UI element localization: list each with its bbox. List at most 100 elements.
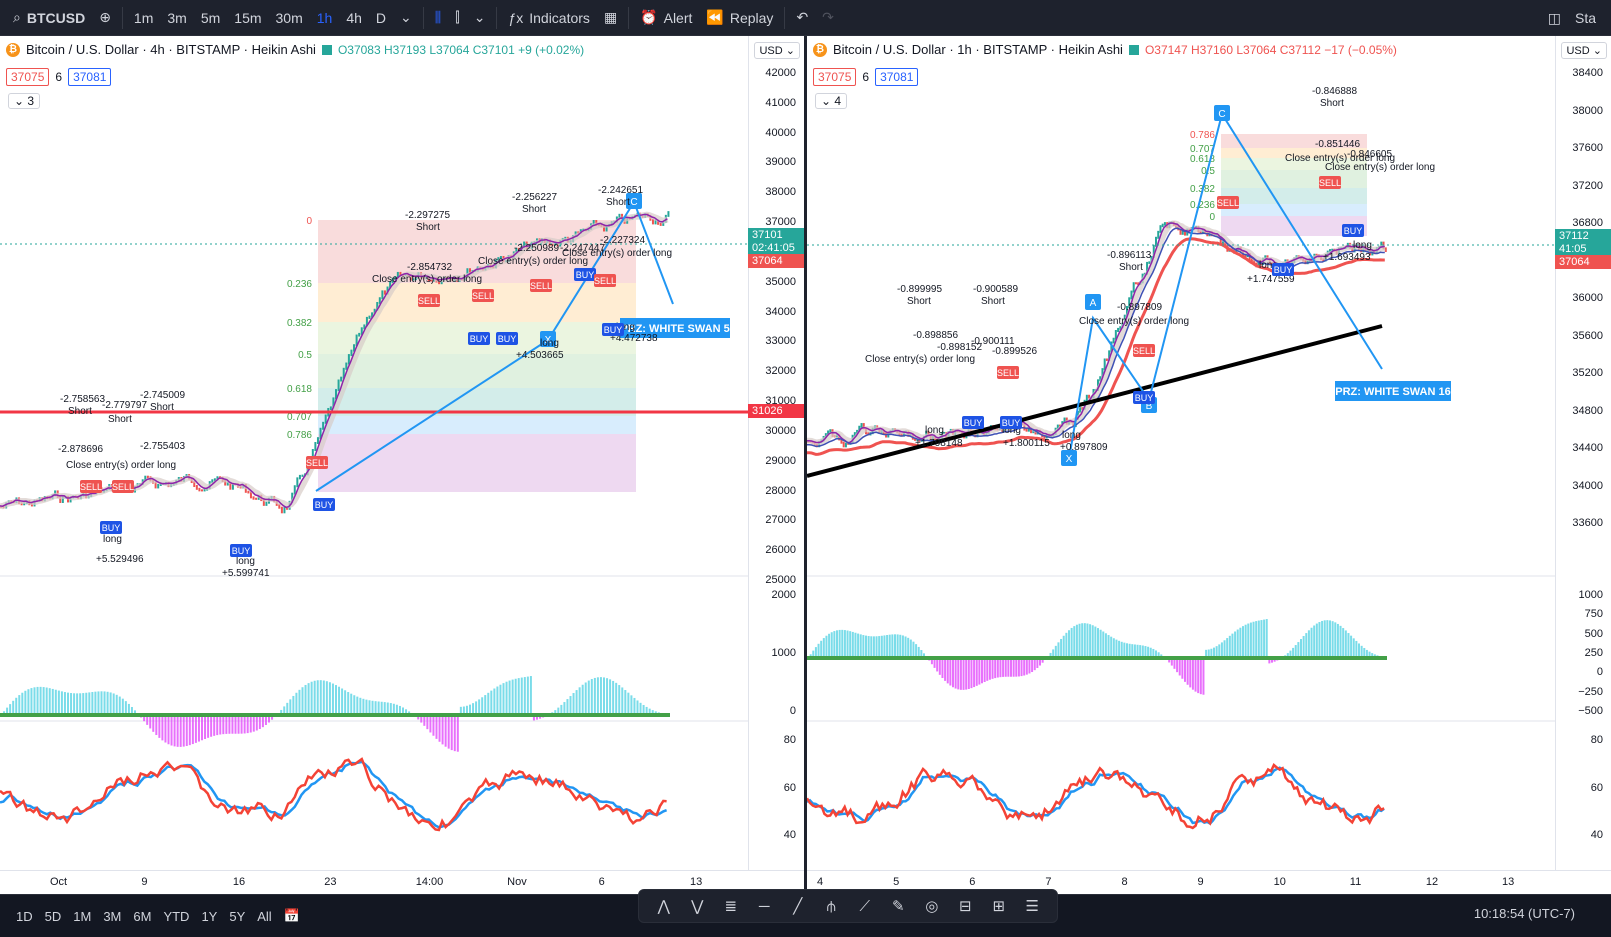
interval-5m[interactable]: 5m [200, 9, 221, 26]
price-tick: 37600 [1572, 142, 1603, 154]
interval-4h[interactable]: 4h [346, 9, 362, 26]
macd-bar [888, 634, 891, 658]
chart-style-button[interactable]: ⫿ [448, 4, 466, 32]
sell-price-box[interactable]: 37075 [813, 68, 857, 86]
measure-icon[interactable]: ⊟ [958, 898, 972, 915]
undo-button[interactable]: ↶ [789, 4, 815, 32]
range-6m[interactable]: 6M [133, 908, 152, 924]
alert-button[interactable]: ⏰ Alert [633, 4, 699, 32]
buy-price-box[interactable]: 37081 [875, 68, 919, 86]
candle [324, 414, 327, 424]
clock[interactable]: 10:18:54 (UTC-7) [1473, 906, 1575, 921]
range-3m[interactable]: 3M [103, 908, 122, 924]
fib-retracement-icon[interactable]: ≣ [724, 898, 738, 915]
ray-icon[interactable]: ⟋ [859, 897, 870, 915]
interval-3m[interactable]: 3m [167, 9, 187, 26]
price-tick: 34000 [765, 305, 796, 318]
pitchfork-icon[interactable]: ⫛ [826, 897, 836, 915]
currency-selector-left[interactable]: USD ⌄ [754, 42, 800, 59]
templates-button[interactable]: ▦ [597, 4, 624, 32]
gann-icon[interactable]: ◎ [925, 898, 939, 915]
macd-bar [1342, 628, 1345, 658]
candle [224, 480, 227, 486]
save-button[interactable]: Sta [1568, 4, 1603, 32]
layout-button[interactable]: ◫ [1541, 4, 1568, 32]
buy-marker [468, 332, 490, 345]
indicators-button[interactable]: ƒx Indicators [501, 4, 597, 32]
macd-bar [286, 702, 289, 715]
symbol-search[interactable]: ⌕ BTCUSD [6, 4, 92, 32]
interval-30m[interactable]: 30m [275, 9, 303, 26]
long-position-icon[interactable]: ⊞ [992, 898, 1006, 915]
price-axis-left[interactable]: USD ⌄ 31026 42000 41000 40000 39000 38000 3700… [748, 36, 804, 894]
candle [592, 220, 595, 226]
time-axis-right[interactable]: 4 5 6 7 8 9 10 11 12 13 [807, 870, 1611, 894]
range-1d[interactable]: 1D [16, 908, 33, 924]
macd-bar [106, 691, 109, 715]
xabcd-pattern-icon[interactable]: ⋀ [657, 898, 670, 915]
chart-type-bars-button[interactable]: ⫼ [428, 4, 448, 32]
buy-marker [230, 544, 252, 557]
time-tick: Oct [50, 876, 68, 888]
macd-bar [88, 692, 91, 715]
currency-selector-right[interactable]: USD ⌄ [1561, 42, 1607, 59]
macd-bar [338, 686, 341, 715]
macd-bar [1242, 626, 1244, 658]
macd-bar [1371, 653, 1374, 658]
chart-pane-right[interactable]: 0.786 0.707 0.618 0.5 0.382 0.236 0 X A B C PRZ: WH… [807, 36, 1611, 894]
range-ytd[interactable]: YTD [163, 908, 190, 924]
time-tick: 12 [1425, 876, 1439, 888]
brush-icon[interactable]: ✎ [891, 898, 905, 915]
interval-1h[interactable]: 1h [316, 9, 333, 26]
macd-bar [870, 636, 873, 658]
macd-bar [1128, 643, 1131, 658]
pane-divider[interactable] [804, 36, 807, 894]
range-1y[interactable]: 1Y [201, 908, 218, 924]
candle [1088, 394, 1091, 399]
abcd-pattern-icon[interactable]: ⋁ [691, 898, 704, 915]
macd-bar [6, 707, 9, 715]
macd-bar [350, 693, 353, 715]
macd-bar [1052, 649, 1055, 658]
redo-button[interactable]: ↷ [815, 4, 841, 32]
chart-style-dropdown[interactable]: ⌄ [467, 4, 493, 32]
buy-price-box[interactable]: 37081 [68, 68, 112, 86]
interval-1m[interactable]: 1m [133, 9, 154, 26]
range-all[interactable]: All [257, 908, 272, 924]
chart-pane-left[interactable]: 0 0.236 0.382 0.5 0.618 0.707 0.786 X C PRZ: WHIT… [0, 36, 804, 894]
price-axis-right[interactable]: USD ⌄ 3840038000376003720036800364003600… [1555, 36, 1611, 894]
time-tick: 9 [141, 876, 148, 888]
macd-bar [612, 680, 615, 715]
replay-button[interactable]: ⏪ Replay [699, 4, 780, 32]
macd-bar [18, 695, 21, 715]
horizontal-line-icon[interactable]: ─ [758, 897, 770, 915]
candle [203, 488, 206, 492]
candle [1244, 254, 1247, 258]
interval-15m[interactable]: 15m [234, 9, 262, 26]
trend-line-icon[interactable]: ╱ [793, 898, 803, 915]
macd-bar [1152, 648, 1155, 658]
macd-bar [228, 715, 231, 734]
macd-bar [1215, 646, 1218, 658]
macd-bar [1115, 639, 1118, 658]
sell-price-box[interactable]: 37075 [6, 68, 50, 86]
chart-canvas-left[interactable]: 0 0.236 0.382 0.5 0.618 0.707 0.786 X C PRZ: WHIT… [0, 36, 804, 894]
macd-bar [21, 692, 24, 715]
interval-dropdown[interactable]: ⌄ [393, 4, 419, 32]
compare-add-button[interactable]: ⊕ [92, 4, 118, 32]
more-tools-icon[interactable]: ☰ [1025, 898, 1039, 915]
macd-bar [838, 629, 841, 658]
price-tick: 36800 [1572, 217, 1603, 229]
range-1m[interactable]: 1M [73, 908, 92, 924]
trade-annotation: long [925, 425, 944, 436]
indicators-collapse-left[interactable]: ⌄ 3 [8, 93, 41, 109]
trade-annotation: -0.896113 [1107, 250, 1152, 261]
range-5d[interactable]: 5D [44, 908, 62, 924]
macd-bar [1086, 623, 1089, 658]
interval-d[interactable]: D [375, 9, 387, 26]
indicators-collapse-right[interactable]: ⌄ 4 [815, 93, 848, 109]
goto-date-button[interactable]: 📅 [278, 908, 306, 924]
macd-bar [146, 715, 149, 725]
range-5y[interactable]: 5Y [229, 908, 246, 924]
